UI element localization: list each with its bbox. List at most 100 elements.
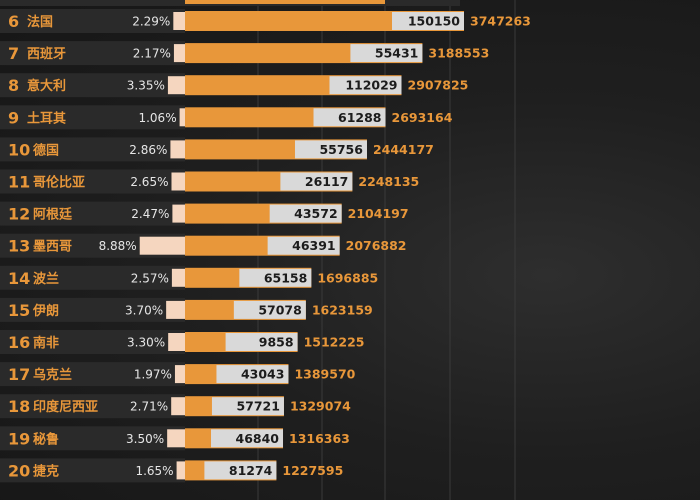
country-label: 意大利	[27, 78, 66, 94]
table-row: 19 秘鲁 3.50% 46840 1316363	[0, 426, 350, 451]
cfr-bar	[170, 140, 185, 159]
cfr-label: 2.17%	[133, 47, 171, 61]
cases-label: 1389570	[294, 367, 355, 382]
cfr-label: 2.65%	[130, 175, 168, 189]
rank-label: 12	[8, 205, 30, 224]
deaths-box	[211, 429, 284, 448]
country-label: 乌克兰	[33, 367, 72, 383]
cfr-label: 2.57%	[131, 271, 169, 285]
row-label-bg	[0, 73, 185, 98]
cases-label: 2444177	[373, 142, 434, 157]
deaths-label: 57721	[236, 399, 280, 414]
table-row: 10 德国 2.86% 55756 2444177	[0, 137, 434, 162]
deaths-label: 112029	[345, 78, 397, 93]
country-label: 印度尼西亚	[33, 399, 98, 415]
deaths-box	[225, 333, 298, 351]
country-label: 哥伦比亚	[33, 175, 85, 191]
deaths-label: 81274	[229, 463, 273, 478]
deaths-box	[233, 300, 306, 319]
table-row: 11 哥伦比亚 2.65% 26117 2248135	[0, 169, 419, 194]
country-label: 德国	[33, 142, 59, 158]
country-label: 法国	[27, 14, 53, 30]
table-row: 15 伊朗 3.70% 57078 1623159	[0, 297, 373, 322]
row-label-bg	[0, 169, 185, 194]
cases-label: 1696885	[317, 270, 378, 285]
deaths-box	[204, 461, 277, 480]
row-label-bg	[0, 105, 185, 130]
rank-label: 17	[8, 365, 30, 384]
cfr-bar	[167, 429, 185, 448]
rank-label: 7	[8, 44, 19, 63]
cases-label: 2693164	[392, 110, 453, 125]
cases-label: 1227595	[282, 463, 343, 478]
cfr-label: 3.70%	[125, 303, 163, 317]
row-label-bg	[0, 426, 185, 451]
table-row: 20 捷克 1.65% 81274 1227595	[0, 458, 343, 483]
deaths-box	[269, 204, 342, 223]
cases-label: 1316363	[289, 431, 350, 446]
country-label: 南非	[33, 335, 59, 351]
cfr-label: 2.29%	[132, 15, 170, 29]
cfr-label: 1.06%	[138, 111, 176, 125]
rank-label: 18	[8, 397, 30, 416]
cases-label: 2248135	[358, 174, 419, 189]
table-row: 18 印度尼西亚 2.71% 57721 1329074	[0, 394, 351, 419]
cfr-label: 2.71%	[130, 400, 168, 414]
country-label: 西班牙	[27, 46, 66, 62]
cfr-label: 1.65%	[135, 464, 173, 478]
rank-label: 13	[8, 237, 30, 256]
row-label-bg	[0, 137, 185, 162]
deaths-label: 46840	[236, 431, 280, 446]
row-label-bg	[0, 297, 185, 322]
deaths-label: 43043	[241, 367, 285, 382]
partial-bar	[185, 0, 385, 4]
rank-label: 20	[8, 461, 30, 480]
deaths-label: 150150	[408, 14, 460, 29]
cfr-bar	[171, 397, 185, 416]
cases-label: 3747263	[470, 14, 531, 29]
country-label: 土耳其	[27, 110, 66, 126]
deaths-box	[313, 108, 386, 127]
table-row: 13 墨西哥 8.88% 46391 2076882	[0, 233, 407, 258]
rank-label: 9	[8, 108, 19, 127]
country-label: 波兰	[33, 271, 59, 287]
deaths-label: 57078	[258, 302, 302, 317]
table-row: 17 乌克兰 1.97% 43043 1389570	[0, 362, 356, 387]
cfr-label: 1.97%	[134, 368, 172, 382]
rank-label: 19	[8, 429, 30, 448]
rank-label: 11	[8, 173, 30, 192]
deaths-box	[392, 12, 464, 30]
table-row: 12 阿根廷 2.47% 43572 2104197	[0, 201, 409, 226]
cases-label: 1623159	[312, 302, 373, 317]
deaths-label: 65158	[264, 270, 308, 285]
row-label-bg	[0, 330, 185, 354]
deaths-box	[239, 268, 312, 287]
country-label: 阿根廷	[33, 207, 73, 223]
cfr-label: 3.30%	[127, 336, 165, 350]
rank-label: 10	[8, 140, 30, 159]
deaths-box	[267, 236, 340, 255]
row-label-bg	[0, 362, 185, 387]
deaths-box	[329, 76, 402, 95]
cfr-bar	[171, 268, 185, 287]
country-label: 墨西哥	[33, 239, 72, 255]
country-label: 伊朗	[32, 303, 59, 319]
row-label-bg	[0, 394, 185, 419]
row-label-bg	[0, 458, 185, 483]
deaths-label: 43572	[294, 206, 338, 221]
deaths-label: 61288	[338, 110, 382, 125]
row-label-bg	[0, 201, 185, 226]
deaths-label: 46391	[292, 238, 336, 253]
rank-label: 6	[8, 12, 19, 31]
deaths-label: 9858	[259, 335, 294, 350]
row-label-bg	[0, 265, 185, 290]
cases-label: 1512225	[304, 335, 365, 350]
cfr-bar	[139, 236, 185, 255]
row-label-bg	[0, 41, 185, 66]
cfr-bar	[171, 172, 185, 191]
table-row: 9 土耳其 1.06% 61288 2693164	[0, 105, 453, 130]
deaths-label: 55431	[375, 46, 419, 61]
deaths-label: 55756	[319, 142, 363, 157]
cfr-bar	[173, 44, 185, 63]
deaths-label: 26117	[305, 174, 349, 189]
